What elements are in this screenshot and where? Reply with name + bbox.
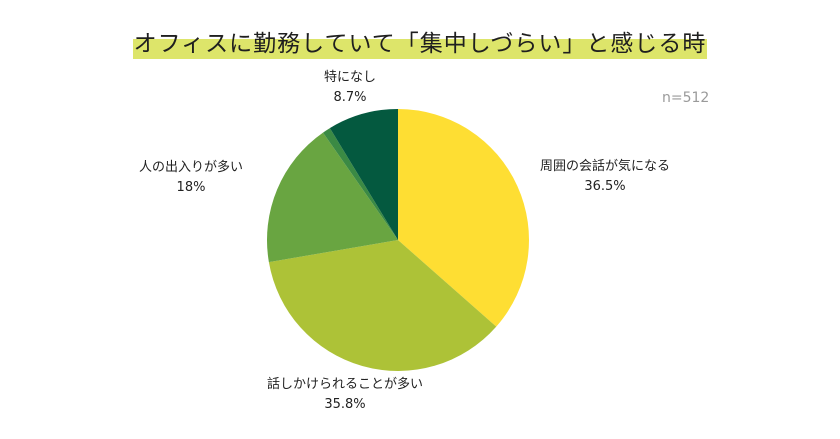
- slice-value: 35.8%: [324, 397, 366, 412]
- slice-name: 人の出入りが多い: [138, 160, 243, 175]
- slice-name: 周囲の会話が気になる: [539, 159, 670, 174]
- chart-title: オフィスに勤務していて「集中しづらい」と感じる時: [133, 22, 707, 62]
- slice-label-conversation: 周囲の会話が気になる 36.5%: [530, 157, 680, 197]
- pie-slice-talked-to: [268, 240, 497, 371]
- pie-slice-minor: [323, 128, 398, 240]
- pie-slice-none: [329, 109, 398, 240]
- slice-label-none: 特になし 8.7%: [305, 68, 395, 108]
- slice-value: 36.5%: [584, 179, 626, 194]
- slice-label-traffic: 人の出入りが多い 18%: [126, 158, 256, 198]
- pie-slice-conversation: [398, 109, 529, 327]
- slice-value: 18%: [176, 180, 206, 195]
- slice-label-talked-to: 話しかけられることが多い 35.8%: [260, 375, 430, 415]
- slice-name: 特になし: [323, 70, 376, 85]
- pie-slice-traffic: [266, 132, 398, 263]
- slice-value: 8.7%: [333, 90, 367, 105]
- slice-name: 話しかけられることが多い: [266, 377, 423, 392]
- title-highlight-band: [133, 39, 707, 59]
- sample-size-label: n=512: [662, 90, 710, 106]
- chart-title-text: オフィスに勤務していて「集中しづらい」と感じる時: [133, 31, 707, 57]
